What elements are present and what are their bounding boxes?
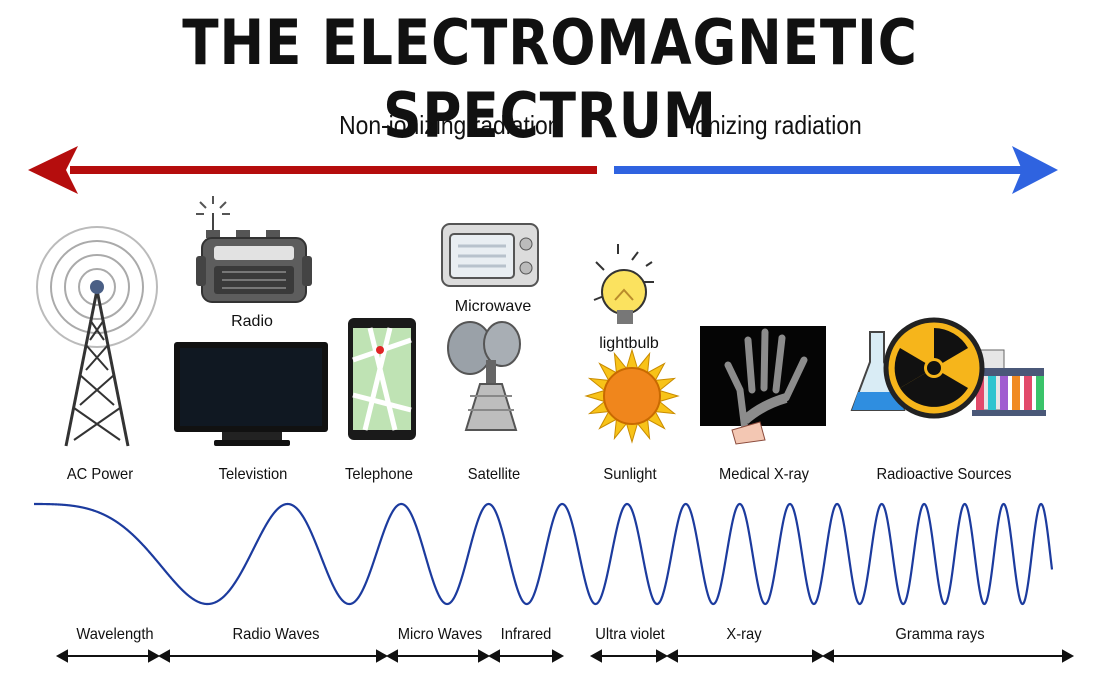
caption-telephone: Telephone: [345, 466, 413, 483]
caption-sunlight: Sunlight: [603, 466, 657, 483]
band-micro-waves: Micro Waves: [397, 626, 483, 643]
telephone-icon: [348, 318, 416, 440]
television-icon: [174, 342, 328, 446]
band-arrow-head: [385, 649, 398, 663]
sun-icon: [584, 348, 680, 444]
band-gramma-rays: Gramma rays: [895, 626, 985, 643]
ionizing-label: Ionizing radiation: [688, 110, 862, 140]
caption-ac-power: AC Power: [66, 466, 134, 483]
lightbulb-icon: [593, 244, 654, 324]
radio-label: Radio: [231, 313, 273, 330]
medical-xray-icon: [700, 326, 826, 445]
page-title: THE ELECTROMAGNETIC SPECTRUM: [182, 6, 918, 152]
non-ionizing-arrow: [28, 146, 597, 194]
radioactive-sources-icon: [850, 317, 1046, 419]
band-arrow-head: [157, 649, 170, 663]
non-ionizing-label: Non-ionizing radiation: [339, 110, 561, 140]
band-infrared: Infrared: [500, 626, 552, 643]
band-arrow-head: [821, 649, 834, 663]
band-arrow-head: [552, 649, 565, 663]
ac-power-tower-icon: [36, 226, 158, 447]
band-arrow-head: [478, 649, 491, 663]
band-radio-waves: Radio Waves: [232, 626, 320, 643]
satellite-dish-icon: [447, 321, 521, 431]
spectrum-wave: [34, 502, 1054, 606]
lightbulb-label: lightbulb: [599, 335, 659, 352]
band-x-ray: X-ray: [726, 626, 762, 643]
band-arrow-head: [1062, 649, 1075, 663]
band-arrow-head: [487, 649, 500, 663]
band-arrow-head: [55, 649, 68, 663]
band-ultra-violet: Ultra violet: [595, 626, 665, 643]
band-arrow-head: [589, 649, 602, 663]
caption-satellite: Satellite: [467, 466, 521, 483]
caption-television: Televistion: [218, 466, 288, 483]
band-arrow-head: [376, 649, 389, 663]
band-arrow-head: [812, 649, 825, 663]
caption-radioactive-sources: Radioactive Sources: [876, 466, 1012, 483]
band-arrow-head: [148, 649, 161, 663]
caption-medical-xray: Medical X-ray: [719, 466, 809, 483]
band-wavelength: Wavelength: [76, 626, 154, 643]
radio-icon: [196, 196, 312, 303]
microwave-label: Microwave: [455, 298, 532, 315]
band-arrows: [55, 649, 1075, 663]
band-arrow-head: [656, 649, 669, 663]
ionizing-arrow: [614, 146, 1058, 194]
band-arrow-head: [665, 649, 678, 663]
microwave-icon: [441, 223, 539, 287]
